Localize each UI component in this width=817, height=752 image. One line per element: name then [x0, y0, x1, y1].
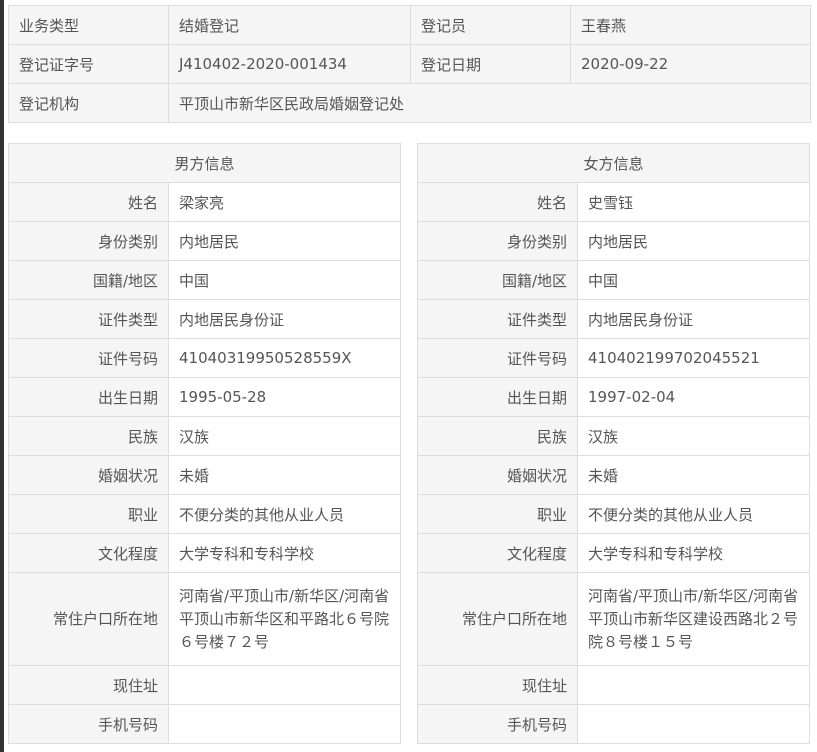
registration-summary-table: 业务类型 结婚登记 登记员 王春燕 登记证字号 J410402-2020-001… [8, 5, 811, 123]
table-row: 国籍/地区 中国 [417, 260, 810, 300]
field-label: 出生日期 [8, 377, 169, 417]
field-value [168, 665, 401, 705]
business-type-label: 业务类型 [8, 5, 169, 45]
table-row: 文化程度 大学专科和专科学校 [8, 533, 401, 573]
field-label: 身份类别 [417, 221, 578, 261]
field-value: 大学专科和专科学校 [577, 533, 810, 573]
date-value: 2020-09-22 [570, 44, 811, 84]
table-row: 职业 不便分类的其他从业人员 [417, 494, 810, 534]
table-row: 身份类别 内地居民 [8, 221, 401, 261]
registrar-value: 王春燕 [570, 5, 811, 45]
table-row: 国籍/地区 中国 [8, 260, 401, 300]
field-value: 内地居民身份证 [168, 299, 401, 339]
field-value: 河南省/平顶山市/新华区/河南省平顶山市新华区建设西路北２号院８号楼１５号 [577, 572, 810, 666]
field-value: 不便分类的其他从业人员 [577, 494, 810, 534]
field-value: 梁家亮 [168, 182, 401, 222]
field-label: 姓名 [8, 182, 169, 222]
table-row: 文化程度 大学专科和专科学校 [417, 533, 810, 573]
field-label: 现住址 [417, 665, 578, 705]
field-label: 国籍/地区 [417, 260, 578, 300]
field-label: 出生日期 [417, 377, 578, 417]
field-value: 汉族 [577, 416, 810, 456]
field-value: 未婚 [168, 455, 401, 495]
table-row: 手机号码 [417, 704, 810, 744]
table-row: 身份类别 内地居民 [417, 221, 810, 261]
table-row: 证件类型 内地居民身份证 [8, 299, 401, 339]
field-label: 职业 [417, 494, 578, 534]
table-row: 证件类型 内地居民身份证 [417, 299, 810, 339]
field-value: 41040319950528559X [168, 338, 401, 378]
field-value: 内地居民 [577, 221, 810, 261]
field-label: 证件号码 [8, 338, 169, 378]
registrar-label: 登记员 [410, 5, 571, 45]
field-value: 汉族 [168, 416, 401, 456]
field-value: 大学专科和专科学校 [168, 533, 401, 573]
field-label: 国籍/地区 [8, 260, 169, 300]
female-info-title: 女方信息 [417, 143, 810, 183]
male-info-title: 男方信息 [8, 143, 401, 183]
table-row: 婚姻状况 未婚 [8, 455, 401, 495]
male-info-table: 男方信息 姓名 梁家亮 身份类别 内地居民 国籍/地区 中国 证件类型 内地居民身份证 证件号码… [8, 143, 401, 744]
field-value: 史雪钰 [577, 182, 810, 222]
field-label: 文化程度 [8, 533, 169, 573]
field-value: 中国 [577, 260, 810, 300]
table-row: 职业 不便分类的其他从业人员 [8, 494, 401, 534]
agency-value: 平顶山市新华区民政局婚姻登记处 [168, 83, 811, 123]
field-label: 婚姻状况 [417, 455, 578, 495]
female-info-table: 女方信息 姓名 史雪钰 身份类别 内地居民 国籍/地区 中国 证件类型 内地居民身份证 证件号码… [417, 143, 810, 744]
table-row: 姓名 梁家亮 [8, 182, 401, 222]
table-row: 证件号码 41040319950528559X [8, 338, 401, 378]
field-value: 不便分类的其他从业人员 [168, 494, 401, 534]
business-type-value: 结婚登记 [168, 5, 411, 45]
field-value: 410402199702045521 [577, 338, 810, 378]
cert-no-value: J410402-2020-001434 [168, 44, 411, 84]
cert-no-label: 登记证字号 [8, 44, 169, 84]
field-value: 内地居民 [168, 221, 401, 261]
field-value: 中国 [168, 260, 401, 300]
field-label: 证件类型 [8, 299, 169, 339]
date-label: 登记日期 [410, 44, 571, 84]
table-row: 出生日期 1995-05-28 [8, 377, 401, 417]
field-label: 手机号码 [8, 704, 169, 744]
field-value [168, 704, 401, 744]
table-row: 出生日期 1997-02-04 [417, 377, 810, 417]
field-value [577, 704, 810, 744]
field-label: 常住户口所在地 [417, 572, 578, 666]
field-label: 现住址 [8, 665, 169, 705]
table-row: 常住户口所在地 河南省/平顶山市/新华区/河南省平顶山市新华区建设西路北２号院８号… [417, 572, 810, 666]
table-row: 民族 汉族 [8, 416, 401, 456]
table-row: 业务类型 结婚登记 登记员 王春燕 [8, 5, 811, 45]
table-row: 登记证字号 J410402-2020-001434 登记日期 2020-09-2… [8, 44, 811, 84]
field-value: 1995-05-28 [168, 377, 401, 417]
table-row: 婚姻状况 未婚 [417, 455, 810, 495]
table-row: 手机号码 [8, 704, 401, 744]
window-edge [0, 0, 4, 752]
field-value: 内地居民身份证 [577, 299, 810, 339]
field-value [577, 665, 810, 705]
field-value: 河南省/平顶山市/新华区/河南省平顶山市新华区和平路北６号院６号楼７２号 [168, 572, 401, 666]
field-label: 证件类型 [417, 299, 578, 339]
field-label: 身份类别 [8, 221, 169, 261]
field-label: 证件号码 [417, 338, 578, 378]
table-row: 常住户口所在地 河南省/平顶山市/新华区/河南省平顶山市新华区和平路北６号院６号楼… [8, 572, 401, 666]
table-row: 现住址 [417, 665, 810, 705]
field-value: 1997-02-04 [577, 377, 810, 417]
field-label: 民族 [417, 416, 578, 456]
field-label: 职业 [8, 494, 169, 534]
field-label: 民族 [8, 416, 169, 456]
field-label: 婚姻状况 [8, 455, 169, 495]
field-value: 未婚 [577, 455, 810, 495]
table-row: 现住址 [8, 665, 401, 705]
field-label: 手机号码 [417, 704, 578, 744]
agency-label: 登记机构 [8, 83, 169, 123]
table-row: 证件号码 410402199702045521 [417, 338, 810, 378]
field-label: 文化程度 [417, 533, 578, 573]
table-row: 登记机构 平顶山市新华区民政局婚姻登记处 [8, 83, 811, 123]
table-row: 民族 汉族 [417, 416, 810, 456]
field-label: 常住户口所在地 [8, 572, 169, 666]
table-row: 姓名 史雪钰 [417, 182, 810, 222]
field-label: 姓名 [417, 182, 578, 222]
